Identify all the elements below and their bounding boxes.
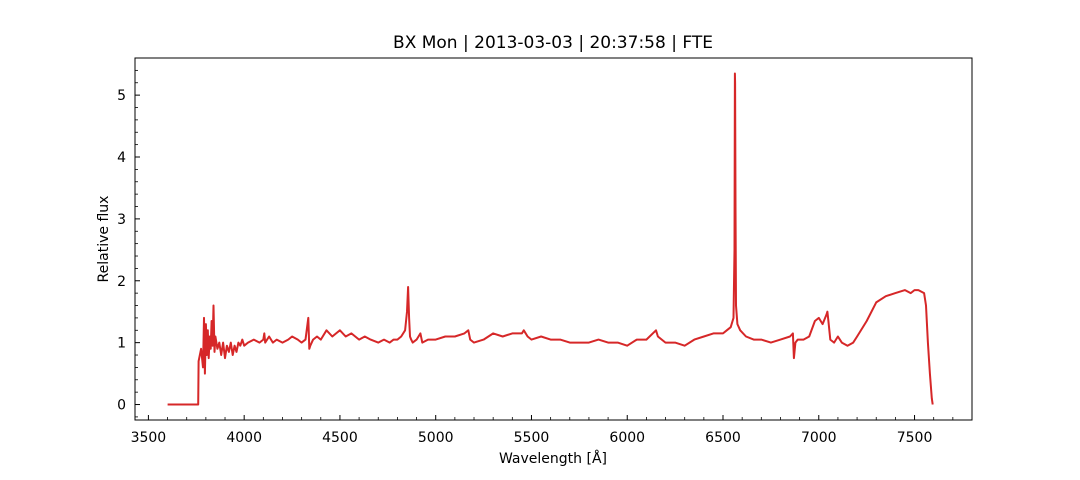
- y-tick-label: 4: [117, 150, 126, 166]
- x-tick-label: 6000: [609, 430, 645, 446]
- y-tick-label: 0: [117, 398, 126, 414]
- x-tick-label: 3500: [131, 430, 167, 446]
- x-tick-label: 7500: [897, 430, 933, 446]
- x-tick-label: 5000: [418, 430, 454, 446]
- y-axis: 0 1 2 3 4 5: [117, 69, 140, 418]
- y-tick-label: 1: [117, 336, 126, 352]
- x-axis-label: Wavelength [Å]: [499, 450, 607, 467]
- series-group: [167, 72, 934, 406]
- y-axis-label: Relative flux: [96, 196, 112, 283]
- x-tick-label: 7000: [801, 430, 837, 446]
- y-tick-label: 3: [117, 212, 126, 228]
- chart-title: BX Mon | 2013-03-03 | 20:37:58 | FTE: [393, 33, 713, 53]
- x-axis: 3500 4000 4500 5000 5500 6000 6500 7000 7500: [131, 415, 954, 446]
- plot-frame: [134, 57, 973, 421]
- y-tick-label: 5: [117, 88, 126, 104]
- series-line: [167, 72, 934, 406]
- x-tick-label: 5500: [514, 430, 550, 446]
- x-tick-label: 6500: [705, 430, 741, 446]
- x-tick-label: 4500: [322, 430, 358, 446]
- x-tick-label: 4000: [226, 430, 262, 446]
- y-tick-label: 2: [117, 274, 126, 290]
